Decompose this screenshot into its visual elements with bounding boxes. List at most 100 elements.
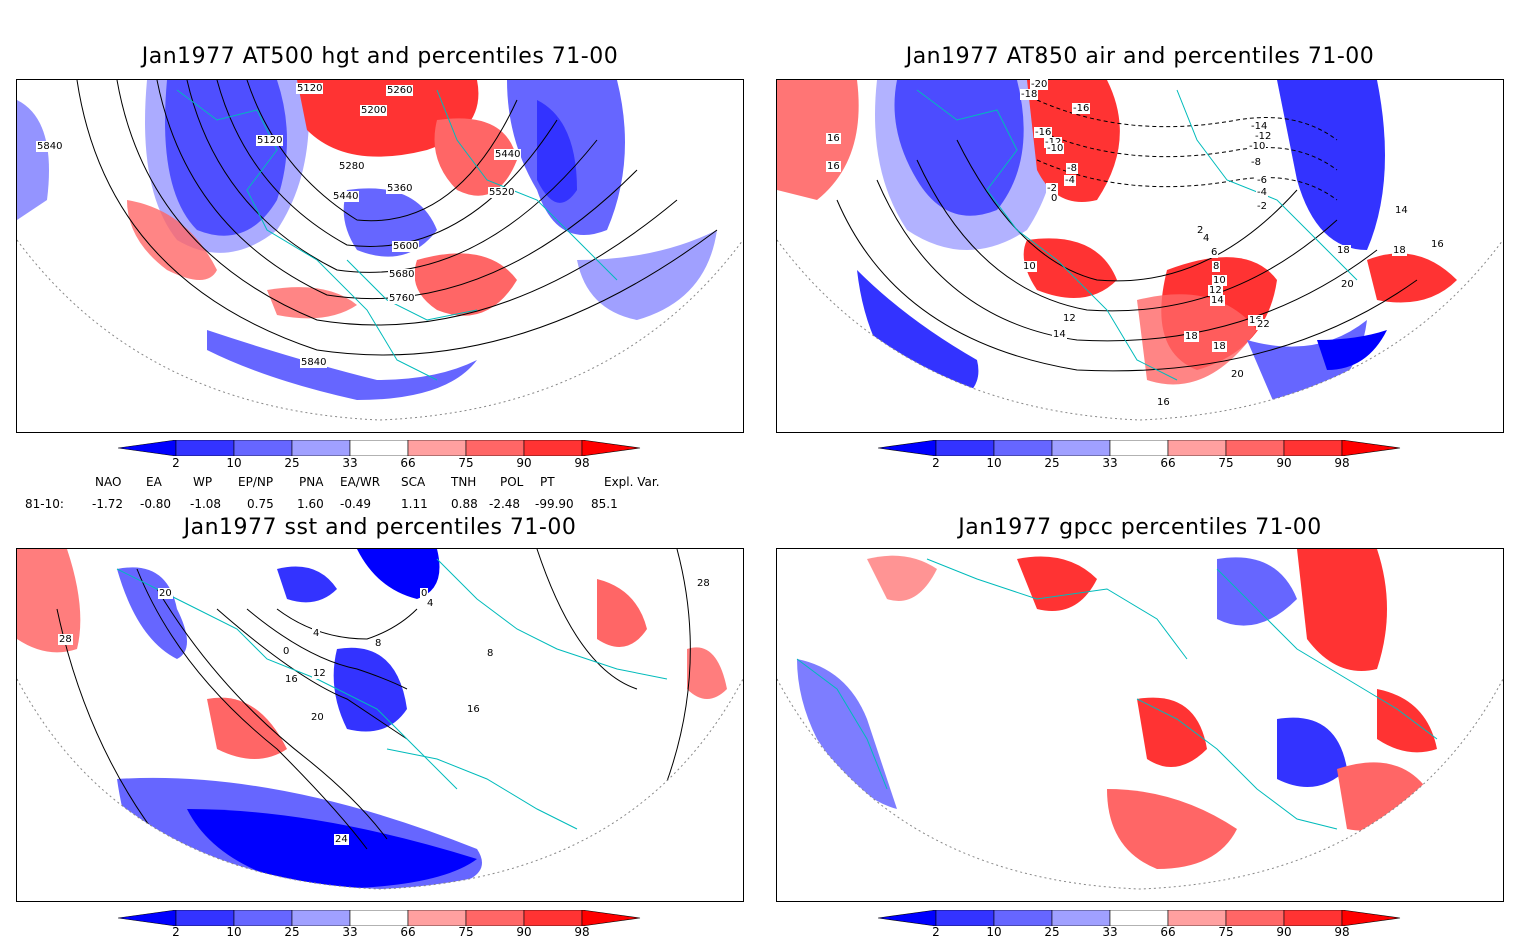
index-values: 81-10: -1.72 -0.80 -1.08 0.75 1.60 -0.49… — [0, 497, 760, 513]
map-panel-hgt[interactable] — [16, 79, 744, 433]
contour-label: 16 — [1248, 315, 1263, 326]
cbar-label: 75 — [458, 925, 474, 939]
colorbar-swatch — [349, 439, 409, 457]
cbar-label: 2 — [932, 925, 940, 939]
index-header: PNA — [299, 475, 324, 489]
contour-label: 5600 — [392, 241, 420, 252]
contour-label: -2 — [1256, 201, 1268, 212]
map-panel-gpcc[interactable] — [776, 548, 1504, 902]
cbar-label: 66 — [1160, 925, 1176, 939]
index-header: PT — [540, 475, 555, 489]
cbar-label: 90 — [1276, 925, 1292, 939]
contour-label: 8 — [486, 648, 495, 659]
colorbar-swatch — [233, 909, 293, 927]
contour-label: 20 — [1340, 279, 1355, 290]
colorbar-swatch — [1283, 439, 1343, 457]
index-header: EA — [146, 475, 162, 489]
contour-label: -14 — [1250, 121, 1269, 132]
cbar-label: 10 — [986, 456, 1002, 470]
index-header: TNH — [451, 475, 477, 489]
contour-label: 28 — [58, 634, 73, 645]
contour-label: 0 — [420, 588, 429, 599]
colorbar-swatch — [233, 439, 293, 457]
colorbar-swatch — [291, 439, 351, 457]
contour-label: 16 — [466, 704, 481, 715]
colorbar-swatch — [877, 909, 937, 927]
index-value: -0.49 — [340, 497, 372, 511]
contour-label: 8 — [1212, 261, 1221, 272]
cbar-label: 90 — [516, 456, 532, 470]
contour-label: 5760 — [388, 293, 416, 304]
contour-label: 10 — [1212, 275, 1227, 286]
contour-label: 5200 — [360, 105, 388, 116]
contour-label: 16 — [1430, 239, 1445, 250]
contour-label: 16 — [826, 133, 841, 144]
map-panel-sst[interactable] — [16, 548, 744, 902]
contour-label: 4 — [1202, 233, 1211, 244]
contour-label: 14 — [1210, 295, 1225, 306]
cbar-label: 90 — [516, 925, 532, 939]
index-value: -99.90 — [535, 497, 574, 511]
colorbar-swatch — [1225, 439, 1285, 457]
cbar-label: 10 — [226, 456, 242, 470]
colorbar-swatch — [1225, 909, 1285, 927]
contour-label: -20 — [1030, 79, 1049, 90]
contour-label: 6 — [1210, 247, 1219, 258]
cbar-label: 10 — [226, 925, 242, 939]
map-panel-air[interactable] — [776, 79, 1504, 433]
colorbar-swatch — [935, 439, 995, 457]
contour-label: 0 — [1050, 193, 1059, 204]
contour-label: 5120 — [296, 83, 324, 94]
contour-label: 5120 — [256, 135, 284, 146]
contour-label: 18 — [1212, 341, 1227, 352]
index-value: -1.08 — [190, 497, 222, 511]
index-header: WP — [193, 475, 213, 489]
index-headers: NAO EA WP EP/NP PNA EA/WR SCA TNH POL PT… — [0, 475, 760, 491]
contour-label: 5840 — [300, 357, 328, 368]
panel-title-sst: Jan1977 sst and percentiles 71-00 — [183, 515, 577, 540]
colorbar-swatch — [523, 909, 583, 927]
cbar-label: 2 — [172, 925, 180, 939]
contour-label: 18 — [1336, 245, 1351, 256]
contour-label: 20 — [158, 588, 173, 599]
colorbar-swatch — [117, 439, 177, 457]
cbar-label: 25 — [284, 456, 300, 470]
cbar-label: 33 — [342, 456, 358, 470]
contour-label: 12 — [1062, 313, 1077, 324]
cbar-label: 25 — [1044, 925, 1060, 939]
cbar-label: 66 — [1160, 456, 1176, 470]
cbar-label: 98 — [574, 925, 590, 939]
index-value: 1.11 — [401, 497, 428, 511]
index-header: SCA — [401, 475, 426, 489]
colorbar-labels-gpcc: 2 10 25 33 66 75 90 98 — [878, 925, 1402, 940]
colorbar-swatch — [935, 909, 995, 927]
contour-label: -16 — [1072, 103, 1091, 114]
contour-label: 5440 — [494, 149, 522, 160]
colorbar-swatch — [523, 439, 583, 457]
contour-label: -10 — [1248, 141, 1267, 152]
contour-label: 14 — [1052, 329, 1067, 340]
colorbar-swatch — [1051, 909, 1111, 927]
index-header: POL — [500, 475, 524, 489]
index-value: 0.88 — [451, 497, 478, 511]
colorbar-swatch — [877, 439, 937, 457]
colorbar-swatch — [1283, 909, 1343, 927]
contour-label: 5520 — [488, 187, 516, 198]
cbar-label: 25 — [284, 925, 300, 939]
contour-label: -12 — [1254, 131, 1273, 142]
colorbar-swatch — [1341, 439, 1401, 457]
colorbar-swatch — [1051, 439, 1111, 457]
contour-label: 4 — [312, 628, 321, 639]
index-header: EA/WR — [340, 475, 381, 489]
colorbar-labels-air: 2 10 25 33 66 75 90 98 — [878, 456, 1402, 472]
colorbar-swatch — [1341, 909, 1401, 927]
contour-label: 16 — [1156, 397, 1171, 408]
contour-label: 5840 — [36, 141, 64, 152]
colorbar-gpcc — [877, 909, 1402, 927]
colorbar-swatch — [407, 909, 467, 927]
index-value: -0.80 — [140, 497, 172, 511]
contour-label: 12 — [312, 668, 327, 679]
index-header: Expl. Var. — [604, 475, 660, 489]
contour-label: 8 — [374, 638, 383, 649]
contour-label: -12 — [1044, 137, 1063, 148]
